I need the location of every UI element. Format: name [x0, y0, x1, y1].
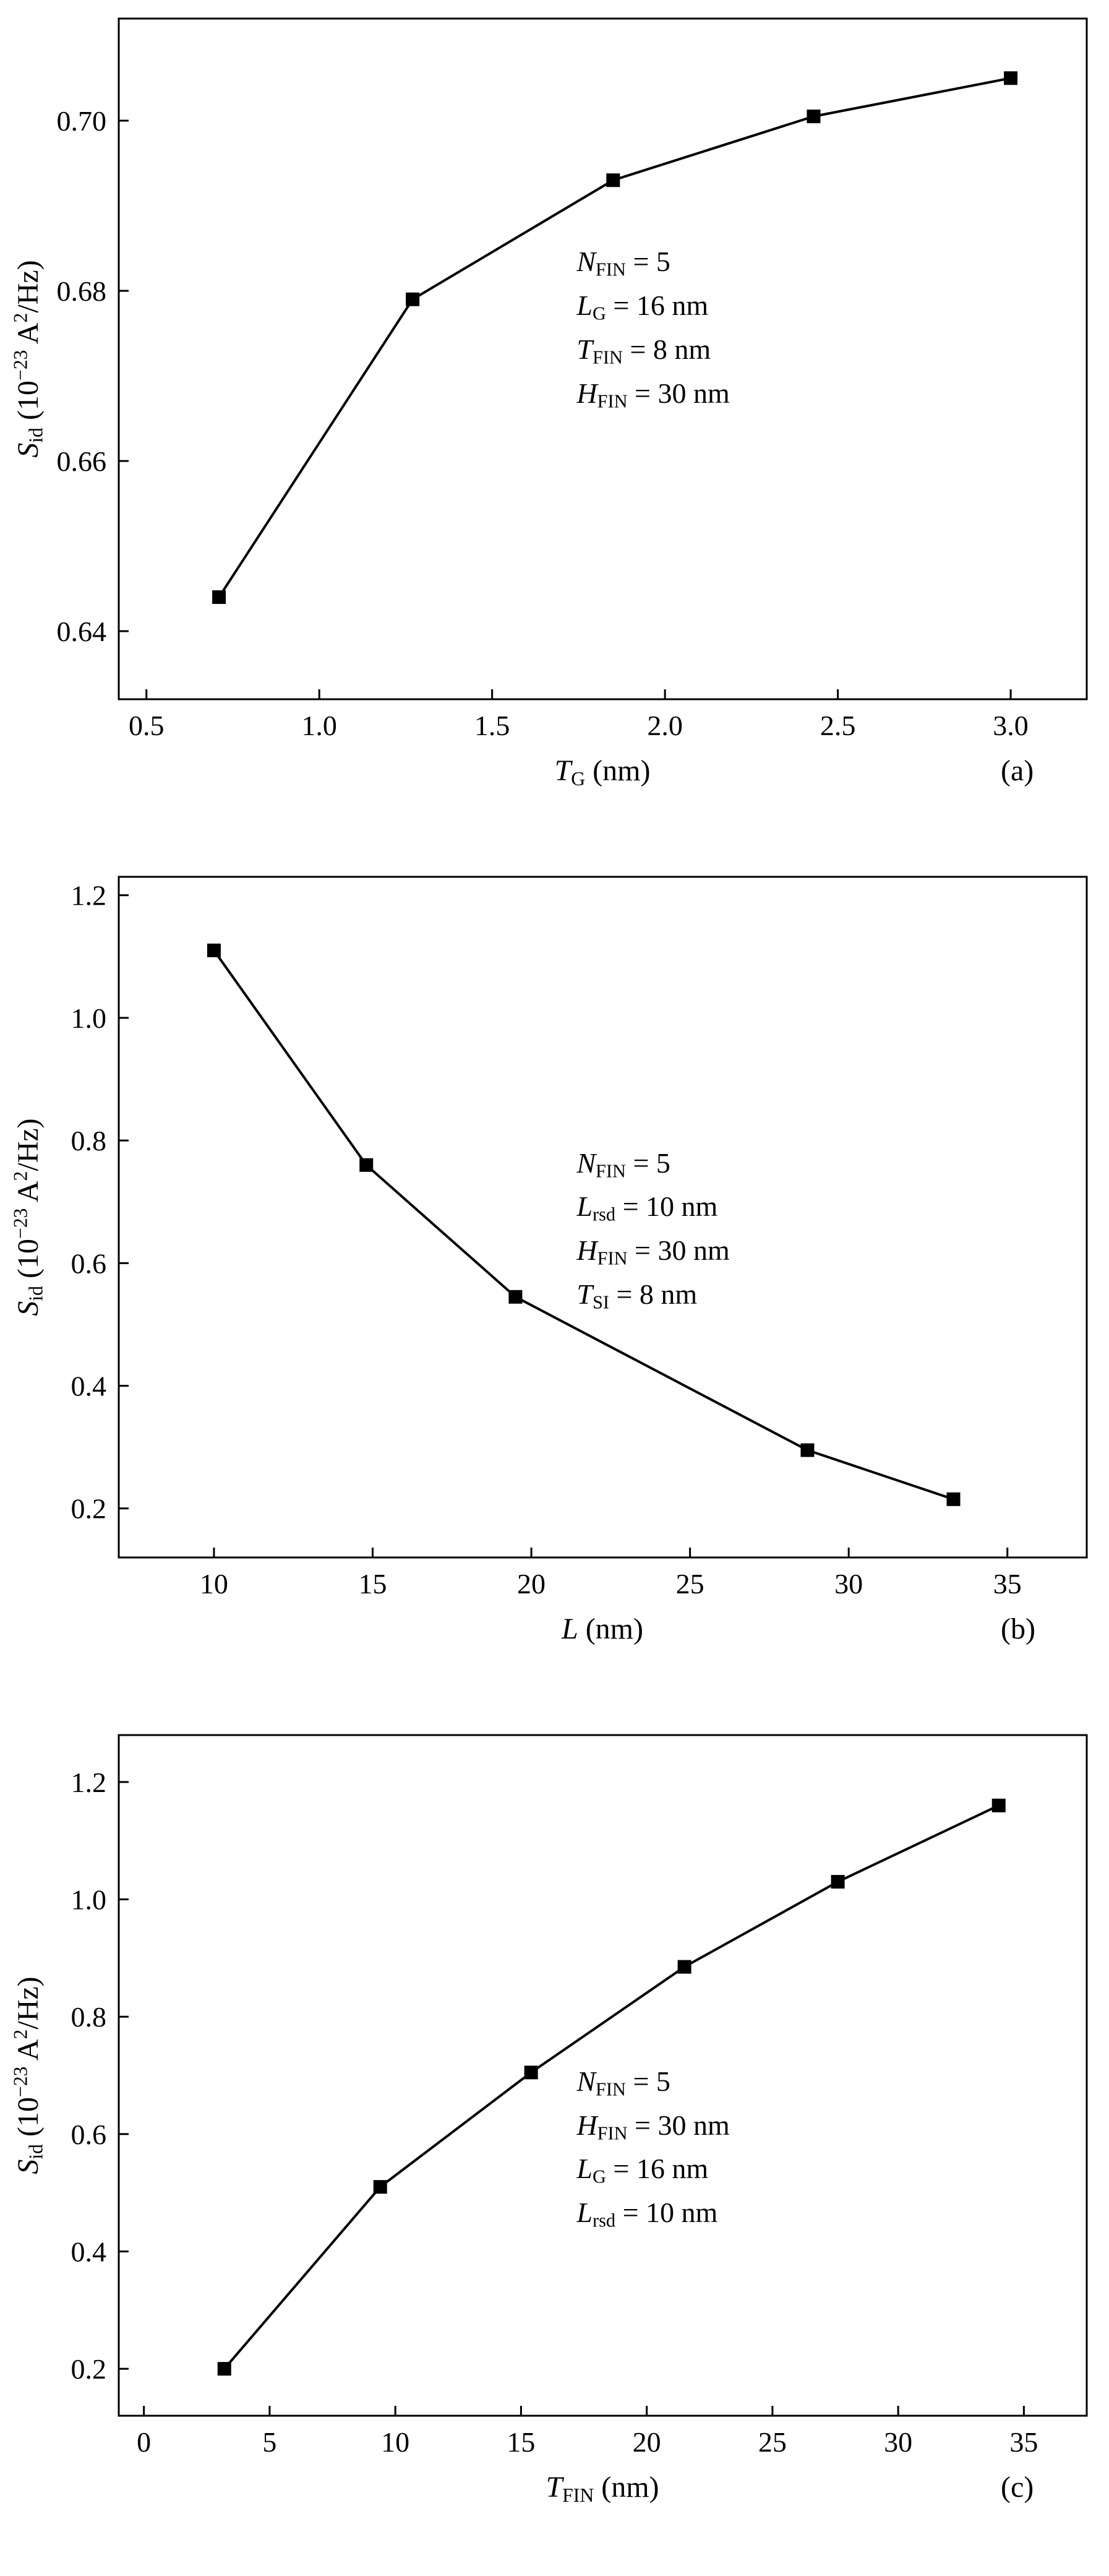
annotation-line: NFIN = 5 [576, 246, 670, 280]
annotation-line: NFIN = 5 [576, 1147, 670, 1182]
y-tick-label: 0.64 [57, 616, 107, 647]
panel-label: (b) [1001, 1613, 1035, 1645]
x-tick-label: 25 [676, 1568, 704, 1600]
data-point-marker [606, 173, 620, 187]
plot-frame [118, 17, 1088, 700]
x-axis-label: TFIN (nm) [546, 2471, 659, 2506]
chart-panel-a: 0.5 1.0 1.5 2.0 2.5 3.0 0.64 0.66 0.68 0.70 Sid (… [0, 0, 1109, 858]
chart-panel-b: 10 15 20 25 30 35 0.2 0.4 0.6 0.8 1.0 1.2 Sid (10−2… [0, 858, 1109, 1717]
chart-canvas-c: 0 5 10 15 20 25 30 35 0.2 0.4 0.6 0.8 1.0 1.2 [71, 1734, 1088, 2458]
y-tick-label: 0.6 [71, 2119, 107, 2150]
x-tick-label: 35 [993, 1568, 1022, 1600]
data-point-marker [677, 1960, 692, 1974]
annotation-line: HFIN = 30 nm [576, 1234, 730, 1269]
x-tick-label: 10 [200, 1568, 228, 1600]
x-tick-label: 20 [517, 1568, 546, 1600]
data-point-marker [800, 1443, 815, 1457]
plot-frame [118, 876, 1088, 1559]
y-tick-label: 0.2 [71, 2353, 107, 2385]
data-point-marker [831, 1875, 845, 1889]
annotation-line: Lrsd = 10 nm [576, 1191, 718, 1225]
panel-label: (a) [1001, 754, 1034, 787]
x-tick-label: 35 [1009, 2426, 1038, 2458]
x-axis-label: L (nm) [561, 1613, 644, 1645]
annotation-block: NFIN = 5 HFIN = 30 nm LG = 16 nm Lrsd = 10 … [576, 2060, 729, 2235]
y-tick-label: 1.0 [71, 1884, 107, 1916]
data-point-marker [524, 2066, 538, 2080]
y-tick-label: 1.0 [71, 1002, 107, 1034]
y-tick-label: 0.8 [71, 1125, 107, 1157]
y-axis-label: Sid (10−23 A2/Hz) [9, 260, 47, 458]
x-tick-label: 0.5 [129, 710, 165, 741]
annotation-line: TSI = 8 nm [576, 1278, 698, 1313]
data-point-marker [807, 110, 821, 124]
annotation-block: NFIN = 5 LG = 16 nm TFIN = 8 nm HFIN = 30 n… [576, 240, 729, 415]
x-tick-label: 25 [758, 2426, 787, 2458]
x-tick-label: 30 [884, 2426, 912, 2458]
x-tick-label: 10 [381, 2426, 409, 2458]
data-point-marker [217, 2362, 231, 2376]
data-point-marker [1004, 71, 1018, 85]
x-tick-label: 0 [137, 2426, 151, 2458]
y-tick-label: 0.2 [71, 1493, 107, 1525]
y-tick-label: 0.70 [57, 105, 107, 137]
data-point-marker [373, 2180, 387, 2194]
annotation-line: LG = 16 nm [576, 2153, 709, 2187]
x-tick-label: 2.5 [820, 710, 856, 741]
data-point-marker [991, 1798, 1006, 1812]
annotation-line: HFIN = 30 nm [576, 377, 730, 412]
x-tick-label: 3.0 [993, 710, 1029, 741]
data-point-marker [359, 1158, 374, 1172]
annotation-line: HFIN = 30 nm [576, 2109, 730, 2144]
x-tick-label: 1.5 [474, 710, 510, 741]
annotation-line: NFIN = 5 [576, 2065, 670, 2100]
data-point-marker [406, 292, 420, 306]
plot-frame [118, 1734, 1088, 2417]
x-tick-label: 1.0 [301, 710, 337, 741]
x-tick-label: 20 [633, 2426, 661, 2458]
x-axis-label: TG (nm) [554, 754, 651, 790]
x-tick-label: 5 [262, 2426, 276, 2458]
y-tick-label: 0.8 [71, 2001, 107, 2033]
data-point-marker [212, 590, 226, 604]
data-point-marker [207, 943, 221, 957]
y-tick-label: 1.2 [71, 1767, 107, 1798]
y-tick-label: 0.6 [71, 1247, 107, 1279]
annotation-line: TFIN = 8 nm [576, 333, 711, 368]
x-tick-label: 15 [358, 1568, 387, 1600]
chart-canvas-b: 10 15 20 25 30 35 0.2 0.4 0.6 0.8 1.0 1.2 [71, 876, 1088, 1600]
y-tick-label: 1.2 [71, 880, 107, 911]
x-tick-label: 15 [507, 2426, 535, 2458]
chart-canvas-a: 0.5 1.0 1.5 2.0 2.5 3.0 0.64 0.66 0.68 0.70 [57, 17, 1088, 741]
annotation-line: Lrsd = 10 nm [576, 2196, 718, 2231]
y-tick-label: 0.68 [57, 275, 107, 307]
y-axis-label: Sid (10−23 A2/Hz) [9, 1118, 47, 1316]
y-tick-label: 0.4 [71, 2236, 107, 2267]
x-tick-label: 2.0 [647, 710, 683, 741]
data-point-marker [946, 1492, 961, 1506]
data-line [223, 1804, 1000, 2370]
annotation-line: LG = 16 nm [576, 290, 709, 324]
y-axis-label: Sid (10−23 A2/Hz) [9, 1976, 47, 2174]
data-point-marker [508, 1290, 523, 1304]
chart-panel-c: 0 5 10 15 20 25 30 35 0.2 0.4 0.6 0.8 1.0 1.2 Sid (10… [0, 1717, 1109, 2575]
y-tick-label: 0.66 [57, 446, 107, 477]
annotation-block: NFIN = 5 Lrsd = 10 nm HFIN = 30 nm TSI = 8 … [576, 1142, 729, 1317]
panel-label: (c) [1001, 2471, 1034, 2504]
x-tick-label: 30 [834, 1568, 863, 1600]
y-tick-label: 0.4 [71, 1371, 107, 1402]
